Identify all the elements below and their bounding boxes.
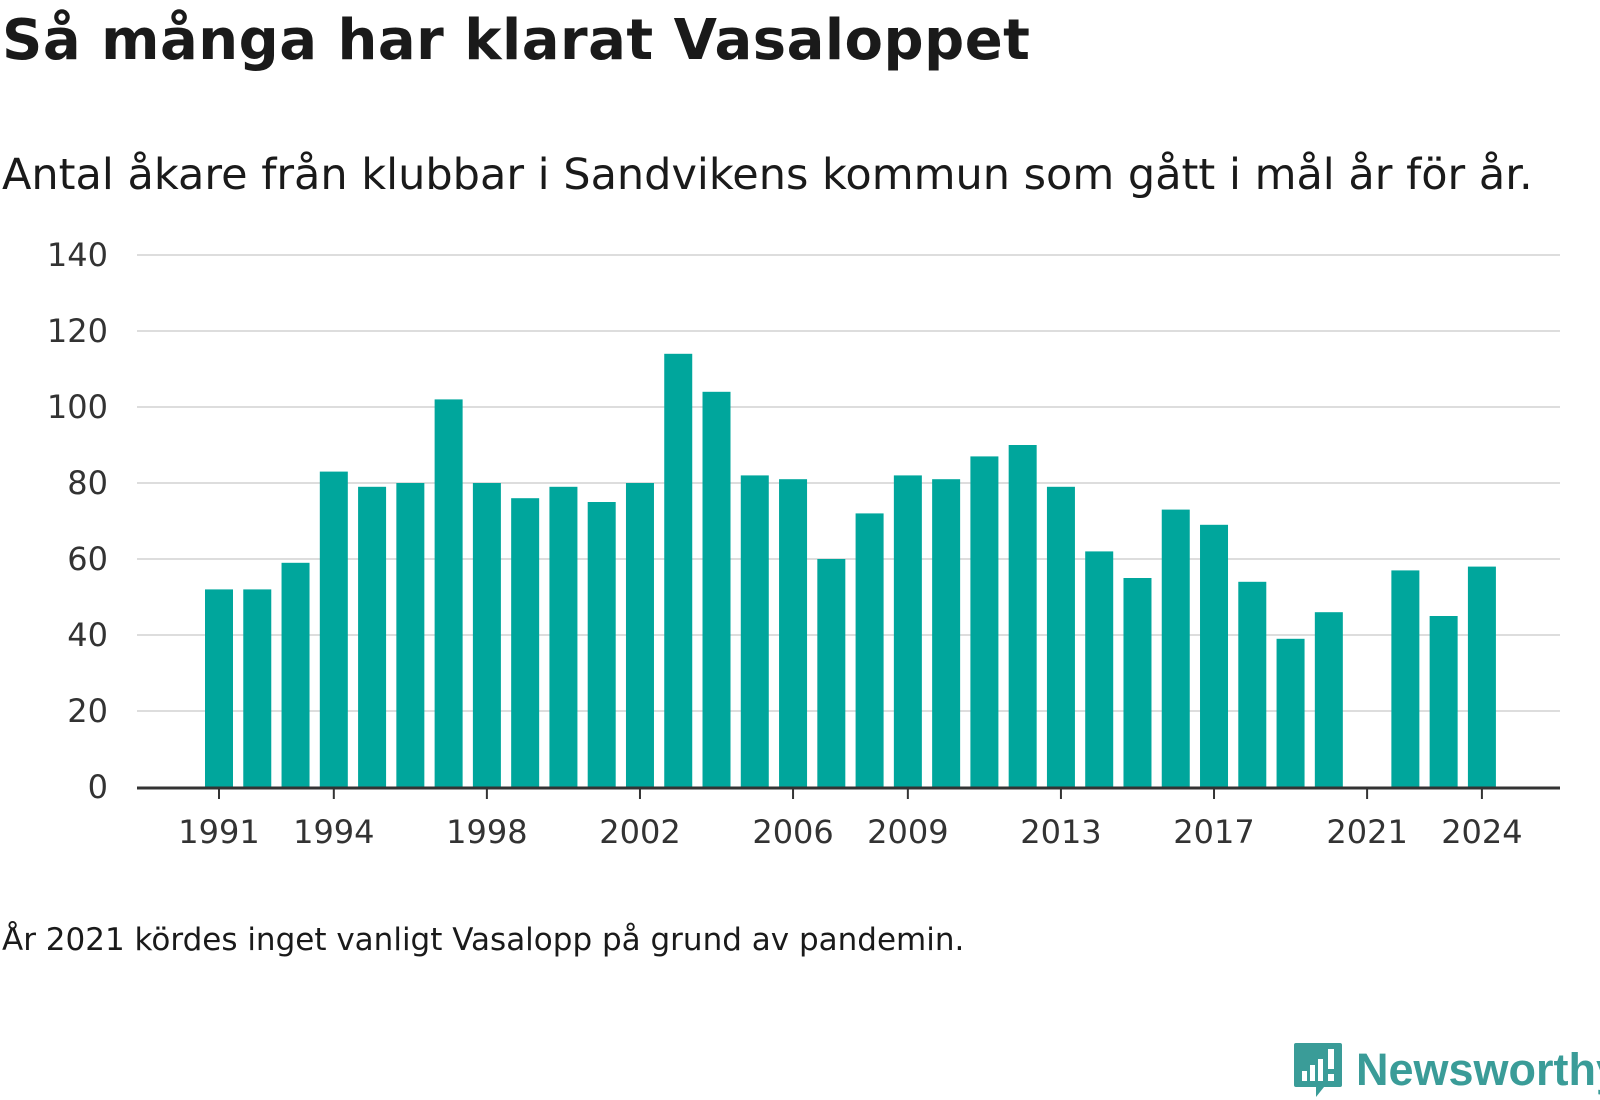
- bar-2022: [1391, 570, 1420, 787]
- bar-2012: [1008, 445, 1037, 787]
- bar-1999: [511, 498, 540, 787]
- x-tick-label: 2009: [867, 813, 948, 850]
- bar-2013: [1046, 486, 1075, 787]
- x-tick-label: 1998: [446, 813, 527, 850]
- bar-2019: [1276, 638, 1305, 787]
- bar-2000: [549, 486, 578, 787]
- x-tick-label: 2002: [599, 813, 680, 850]
- bar-2016: [1161, 509, 1190, 787]
- y-tick-label: 60: [67, 540, 108, 578]
- y-tick-label: 0: [88, 768, 108, 806]
- x-tick-label: 2017: [1173, 813, 1254, 850]
- chart-title: Så många har klarat Vasaloppet: [2, 8, 1031, 73]
- y-tick-label: 20: [67, 692, 108, 730]
- bar-2011: [970, 456, 999, 787]
- footnote: År 2021 kördes inget vanligt Vasalopp på…: [2, 922, 965, 958]
- bar-1997: [434, 399, 463, 787]
- x-tick-label: 1991: [178, 813, 259, 850]
- bar-1994: [319, 471, 348, 787]
- bar-2008: [855, 513, 884, 787]
- x-tick-label: 2021: [1326, 813, 1407, 850]
- bar-2020: [1314, 612, 1343, 787]
- bar-1996: [396, 483, 425, 787]
- x-tick-label: 2013: [1020, 813, 1101, 850]
- bar-2015: [1123, 578, 1152, 787]
- bar-2003: [664, 353, 693, 787]
- y-tick-label: 140: [47, 236, 108, 274]
- y-tick-label: 80: [67, 464, 108, 502]
- x-tick-label: 2024: [1441, 813, 1522, 850]
- newsworthy-logo-icon: [1294, 1043, 1342, 1097]
- bar-1998: [472, 483, 501, 787]
- y-tick-label: 40: [67, 616, 108, 654]
- brand-logo: Newsworthy: [1292, 1040, 1600, 1100]
- bar-chart: 0 20 40 60 80 100 120 140 1991 1994 1998 2002 2006 2…: [47, 236, 1560, 850]
- bar-2005: [740, 475, 769, 787]
- bar-2001: [587, 502, 616, 787]
- brand-name: Newsworthy: [1356, 1044, 1600, 1095]
- bar-1992: [243, 589, 272, 787]
- bar-2002: [625, 483, 654, 787]
- bar-1993: [281, 562, 310, 787]
- bar-2018: [1238, 581, 1267, 787]
- bar-2004: [702, 391, 731, 787]
- bar-2006: [779, 479, 808, 787]
- chart-subtitle: Antal åkare från klubbar i Sandvikens ko…: [2, 150, 1533, 200]
- y-axis-ticks: 0 20 40 60 80 100 120 140: [47, 236, 108, 806]
- gridlines: [137, 254, 1560, 712]
- x-tick-label: 2006: [752, 813, 833, 850]
- bar-2017: [1200, 524, 1229, 787]
- x-tick-label: 1994: [293, 813, 374, 850]
- bars: [205, 353, 1496, 787]
- bar-2024: [1467, 566, 1496, 787]
- bar-2009: [893, 475, 922, 787]
- bar-2007: [817, 559, 846, 787]
- x-axis-ticks: 1991 1994 1998 2002 2006 2009 2013 2017 2021 2024: [137, 786, 1560, 850]
- y-tick-label: 120: [47, 312, 108, 350]
- bar-1991: [205, 589, 233, 787]
- bar-2010: [932, 479, 961, 787]
- bar-2014: [1085, 551, 1114, 787]
- bar-2023: [1429, 616, 1458, 787]
- y-tick-label: 100: [47, 388, 108, 426]
- bar-1995: [358, 486, 387, 787]
